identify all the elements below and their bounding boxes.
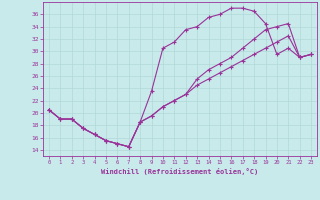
X-axis label: Windchill (Refroidissement éolien,°C): Windchill (Refroidissement éolien,°C)	[101, 168, 259, 175]
